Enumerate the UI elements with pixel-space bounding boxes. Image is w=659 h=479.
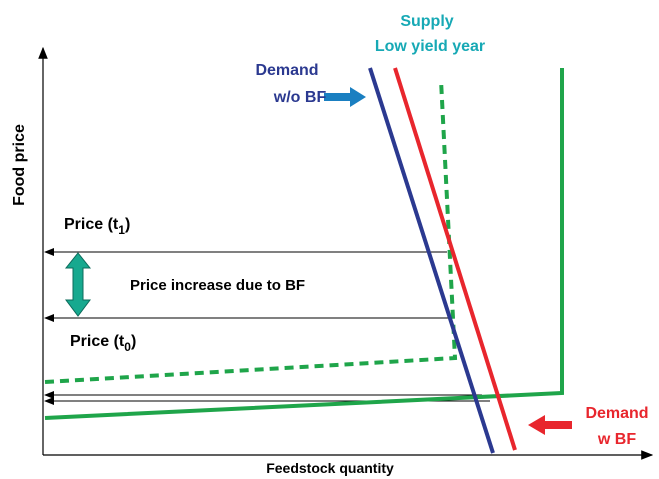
demand-label: Demand bbox=[585, 405, 648, 422]
price-increase-label: Price increase due to BF bbox=[130, 277, 305, 294]
text: Price (t bbox=[64, 216, 119, 233]
demand-without-curve bbox=[368, 67, 495, 454]
subscript: 0 bbox=[124, 340, 131, 354]
subscript: 1 bbox=[118, 223, 125, 237]
supply-label: Supply bbox=[400, 13, 453, 30]
supply-label: Low yield year bbox=[375, 38, 485, 55]
price-t0-label: Price (t0) bbox=[70, 333, 136, 354]
text: ) bbox=[131, 333, 136, 350]
demand-label: w/o BF bbox=[273, 89, 327, 106]
demand-label: w BF bbox=[597, 431, 636, 448]
demand-label: Demand bbox=[255, 62, 318, 79]
arrow bbox=[324, 87, 366, 107]
x-axis-label: Feedstock quantity bbox=[266, 460, 394, 476]
double-arrow bbox=[64, 252, 92, 317]
text: Price (t bbox=[70, 333, 125, 350]
supply-low-yield-curve bbox=[44, 79, 458, 384]
demand-with-curve bbox=[393, 67, 517, 451]
arrow bbox=[528, 415, 572, 435]
text: ) bbox=[125, 216, 130, 233]
supply-curve bbox=[44, 68, 564, 420]
y-axis-label: Food price bbox=[11, 124, 28, 206]
price-t1-label: Price (t1) bbox=[64, 216, 130, 237]
